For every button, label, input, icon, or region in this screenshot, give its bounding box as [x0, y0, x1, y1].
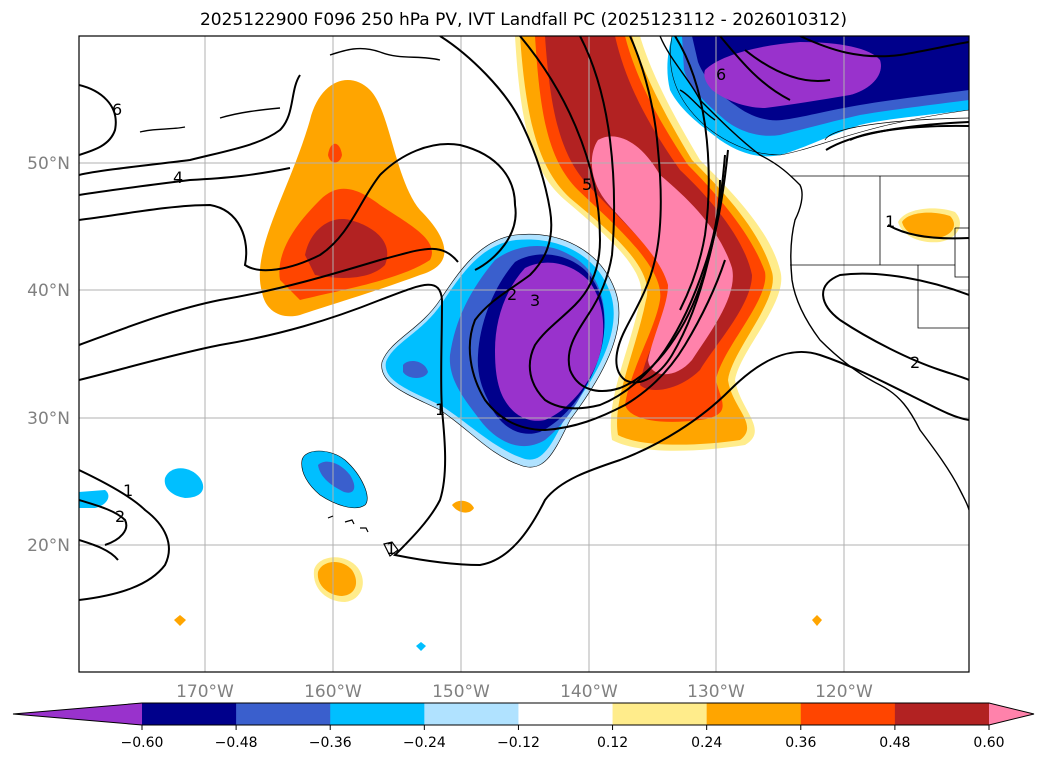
colorbar-tick-label: 0.36 [785, 735, 816, 751]
colorbar-segment [612, 703, 708, 725]
lon-label: 140°W [560, 682, 618, 702]
contour-label: 2 [115, 507, 125, 526]
colorbar-segment [424, 703, 519, 725]
longitude-labels: 170°W 160°W 150°W 140°W 130°W 120°W [176, 682, 873, 702]
contour-label: 6 [112, 100, 122, 119]
colorbar-segment [800, 703, 896, 725]
contour-label: 4 [173, 168, 183, 187]
colorbar-tick-label: −0.60 [121, 735, 164, 751]
coastlines [139, 36, 969, 511]
lon-label: 130°W [687, 682, 745, 702]
colorbar-tick-label: 0.48 [879, 735, 910, 751]
colorbar-segment [142, 703, 237, 725]
contour-label: 1 [435, 400, 445, 419]
colorbar-tick-label: 0.60 [973, 735, 1004, 751]
lat-label: 40°N [27, 281, 70, 301]
latitude-labels: 50°N 40°N 30°N 20°N [27, 154, 70, 556]
lat-label: 30°N [27, 409, 70, 429]
contour-labels: 6 4 3 2 1 5 6 2 1 2 1 1 [112, 65, 920, 558]
colorbar-tick-label: 0.24 [691, 735, 722, 751]
colorbar: −0.60 −0.48 −0.36 −0.24 −0.12 0.12 0.24 0.36 0.4… [12, 702, 1035, 751]
lon-label: 120°W [815, 682, 873, 702]
colorbar-segment [236, 703, 331, 725]
hawaii-islands [327, 515, 399, 557]
lon-label: 160°W [304, 682, 362, 702]
contour-label: 3 [530, 291, 540, 310]
colorbar-tick-label: −0.12 [497, 735, 540, 751]
contour-label: 5 [582, 175, 592, 194]
map-plot-area [79, 36, 969, 672]
map-title: 2025122900 F096 250 hPa PV, IVT Landfall… [199, 10, 847, 30]
colorbar-segment [894, 703, 990, 725]
borders [790, 117, 969, 329]
contour-label: 2 [507, 285, 517, 304]
lat-label: 20°N [27, 536, 70, 556]
contour-label: 1 [123, 481, 133, 500]
colorbar-segment [706, 703, 802, 725]
contour-label: 1 [386, 539, 396, 558]
colorbar-tick-label: −0.24 [403, 735, 446, 751]
lon-label: 170°W [176, 682, 234, 702]
coast-anomaly-pink [591, 136, 733, 375]
contour-label: 1 [885, 212, 895, 231]
lon-label: 150°W [432, 682, 490, 702]
contour-label: 2 [910, 353, 920, 372]
colorbar-tick-label: −0.48 [215, 735, 258, 751]
ne-negative-purple [704, 42, 881, 108]
pv-contours [79, 36, 969, 601]
colorbar-extend-high [989, 703, 1034, 725]
gridlines [79, 36, 969, 672]
colorbar-segment [518, 703, 614, 725]
map-frame [78, 35, 970, 673]
colorbar-extend-low [13, 703, 142, 725]
pc-shading [79, 36, 969, 651]
colorbar-segment [330, 703, 425, 725]
colorbar-tick-label: −0.36 [309, 735, 352, 751]
shading-outlines [301, 36, 969, 509]
lat-label: 50°N [27, 154, 70, 174]
contour-label: 6 [716, 65, 726, 84]
colorbar-tick-label: 0.12 [597, 735, 628, 751]
